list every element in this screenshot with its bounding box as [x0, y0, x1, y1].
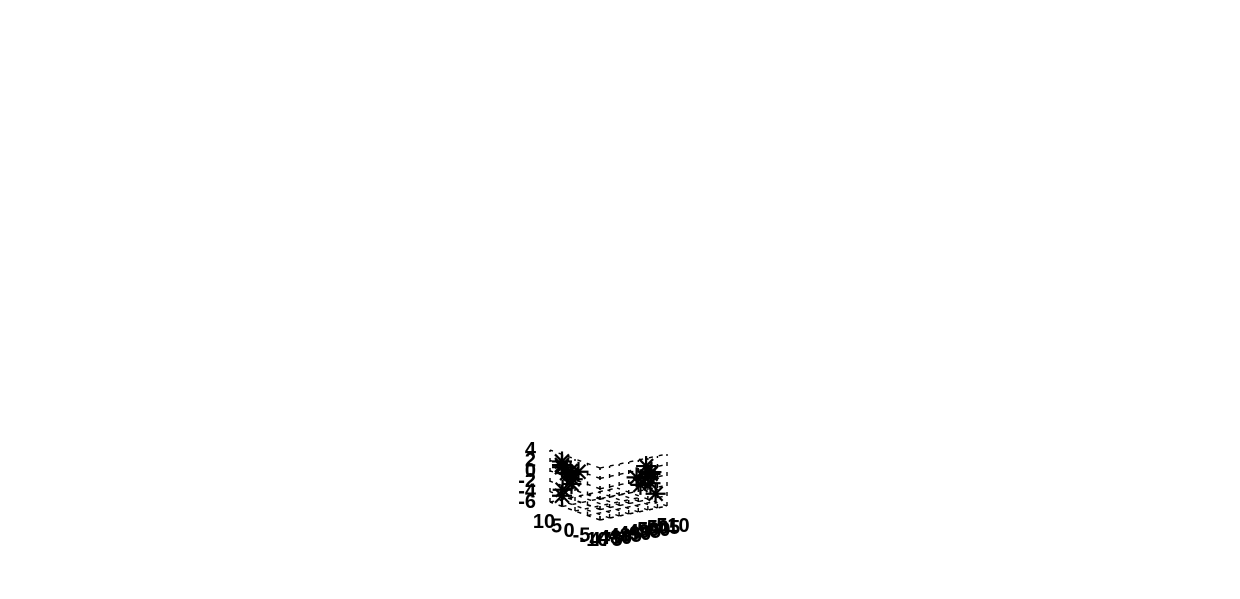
data-point: [630, 475, 650, 495]
axis-tick-label: 510: [656, 515, 689, 537]
scatter3d-plot: 475480485490495500505510-10-50510-6-4-20…: [0, 0, 1240, 599]
axis-tick-label: 0: [563, 520, 574, 542]
data-point: [646, 484, 666, 504]
axis-tick-label: -5: [573, 525, 591, 547]
axis-tick-label: 4: [525, 439, 537, 461]
data-point: [552, 486, 572, 506]
axis-labels: 475480485490495500505510-10-50510-6-4-20…: [518, 439, 689, 551]
axis-tick-label: 10: [533, 511, 555, 533]
